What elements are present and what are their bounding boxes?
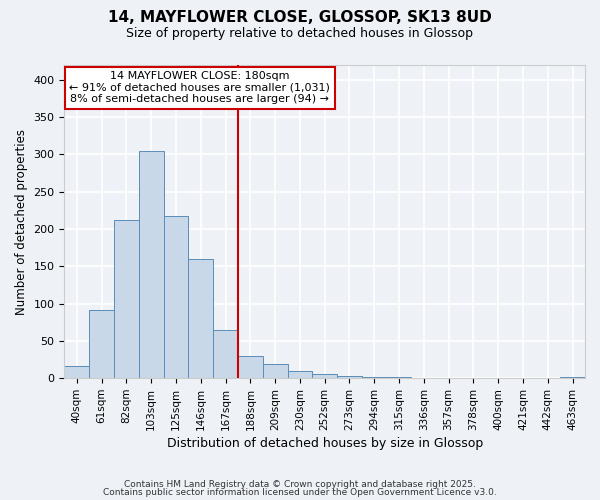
- Bar: [263, 364, 287, 378]
- Text: 14, MAYFLOWER CLOSE, GLOSSOP, SK13 8UD: 14, MAYFLOWER CLOSE, GLOSSOP, SK13 8UD: [108, 10, 492, 25]
- Bar: [164, 216, 188, 378]
- Bar: [89, 310, 114, 378]
- Bar: [238, 356, 263, 378]
- Bar: [213, 330, 238, 378]
- Bar: [287, 372, 313, 378]
- Text: Size of property relative to detached houses in Glossop: Size of property relative to detached ho…: [127, 28, 473, 40]
- Bar: [560, 376, 585, 378]
- Bar: [139, 151, 164, 378]
- Text: Contains HM Land Registry data © Crown copyright and database right 2025.: Contains HM Land Registry data © Crown c…: [124, 480, 476, 489]
- X-axis label: Distribution of detached houses by size in Glossop: Distribution of detached houses by size …: [167, 437, 483, 450]
- Bar: [114, 220, 139, 378]
- Bar: [337, 376, 362, 378]
- Text: 14 MAYFLOWER CLOSE: 180sqm
← 91% of detached houses are smaller (1,031)
8% of se: 14 MAYFLOWER CLOSE: 180sqm ← 91% of deta…: [70, 72, 330, 104]
- Text: Contains public sector information licensed under the Open Government Licence v3: Contains public sector information licen…: [103, 488, 497, 497]
- Bar: [64, 366, 89, 378]
- Bar: [188, 259, 213, 378]
- Bar: [313, 374, 337, 378]
- Y-axis label: Number of detached properties: Number of detached properties: [15, 128, 28, 314]
